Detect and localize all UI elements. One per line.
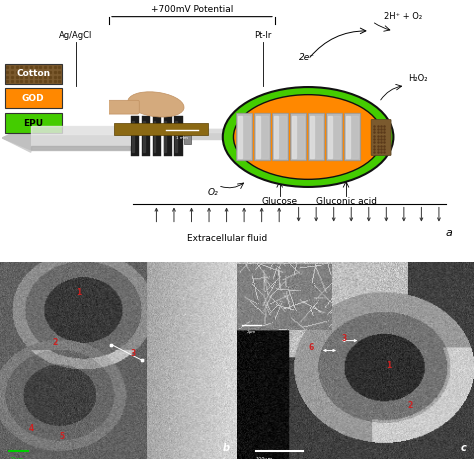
FancyBboxPatch shape xyxy=(309,113,325,161)
Text: 2H⁺ + O₂: 2H⁺ + O₂ xyxy=(384,12,422,21)
FancyBboxPatch shape xyxy=(327,113,343,161)
Bar xyxy=(174,116,183,156)
Bar xyxy=(114,123,208,135)
Polygon shape xyxy=(274,116,278,158)
Ellipse shape xyxy=(128,92,184,117)
Polygon shape xyxy=(279,116,286,158)
Polygon shape xyxy=(333,116,340,158)
Text: a: a xyxy=(446,228,453,238)
Polygon shape xyxy=(261,116,268,158)
Bar xyxy=(131,116,139,156)
Text: +700mV Potential: +700mV Potential xyxy=(151,5,233,14)
Polygon shape xyxy=(183,129,225,139)
Polygon shape xyxy=(2,123,31,152)
Text: 6: 6 xyxy=(308,343,313,353)
Text: 20μm: 20μm xyxy=(9,457,24,459)
Polygon shape xyxy=(154,121,155,152)
Text: EPU: EPU xyxy=(23,119,43,128)
FancyBboxPatch shape xyxy=(345,113,361,161)
Text: Gluconic acid: Gluconic acid xyxy=(316,197,376,207)
Text: 3: 3 xyxy=(341,334,346,342)
Text: Glucose: Glucose xyxy=(262,197,298,207)
Bar xyxy=(31,126,130,150)
Polygon shape xyxy=(243,116,250,158)
Polygon shape xyxy=(175,121,177,152)
Text: 5: 5 xyxy=(59,432,64,441)
Polygon shape xyxy=(31,126,130,134)
Polygon shape xyxy=(310,116,314,158)
Polygon shape xyxy=(238,116,242,158)
Text: 1: 1 xyxy=(386,361,392,370)
Ellipse shape xyxy=(223,87,393,187)
Bar xyxy=(164,116,172,156)
FancyBboxPatch shape xyxy=(273,113,289,161)
Polygon shape xyxy=(143,121,145,152)
Polygon shape xyxy=(132,121,134,152)
Text: 2e⁻: 2e⁻ xyxy=(299,53,315,62)
Text: Ag/AgCl: Ag/AgCl xyxy=(59,31,92,40)
FancyBboxPatch shape xyxy=(291,113,307,161)
Polygon shape xyxy=(351,116,358,158)
Text: 2: 2 xyxy=(408,401,413,410)
Polygon shape xyxy=(183,129,225,132)
Text: 1: 1 xyxy=(76,288,81,297)
Text: 2μm: 2μm xyxy=(246,330,256,334)
Text: 3: 3 xyxy=(130,349,136,358)
Bar xyxy=(184,129,191,144)
FancyBboxPatch shape xyxy=(5,89,62,108)
Text: b: b xyxy=(223,443,230,453)
Polygon shape xyxy=(164,121,166,152)
Text: 1 mm: 1 mm xyxy=(176,136,188,140)
Text: 100μm: 100μm xyxy=(256,457,273,459)
Polygon shape xyxy=(315,116,322,158)
Text: GOD: GOD xyxy=(22,94,45,103)
Polygon shape xyxy=(256,116,260,158)
Polygon shape xyxy=(31,146,130,150)
FancyBboxPatch shape xyxy=(5,113,62,133)
Text: 4: 4 xyxy=(28,425,34,433)
FancyBboxPatch shape xyxy=(5,64,62,84)
Bar xyxy=(153,116,161,156)
Text: Pt-Ir: Pt-Ir xyxy=(255,31,272,40)
FancyBboxPatch shape xyxy=(237,113,253,161)
FancyBboxPatch shape xyxy=(371,119,391,156)
Polygon shape xyxy=(292,116,296,158)
Polygon shape xyxy=(297,116,304,158)
Polygon shape xyxy=(346,116,350,158)
Polygon shape xyxy=(2,126,31,150)
FancyBboxPatch shape xyxy=(255,113,271,161)
Ellipse shape xyxy=(233,95,383,179)
Text: Cotton: Cotton xyxy=(16,69,50,78)
Text: O₂: O₂ xyxy=(208,188,219,197)
Text: 2: 2 xyxy=(52,337,57,347)
Text: c: c xyxy=(461,443,467,453)
Bar xyxy=(142,116,150,156)
Text: H₂O₂: H₂O₂ xyxy=(408,74,427,83)
Text: Extracellular fluid: Extracellular fluid xyxy=(187,234,268,243)
FancyBboxPatch shape xyxy=(99,100,139,114)
Polygon shape xyxy=(328,116,332,158)
